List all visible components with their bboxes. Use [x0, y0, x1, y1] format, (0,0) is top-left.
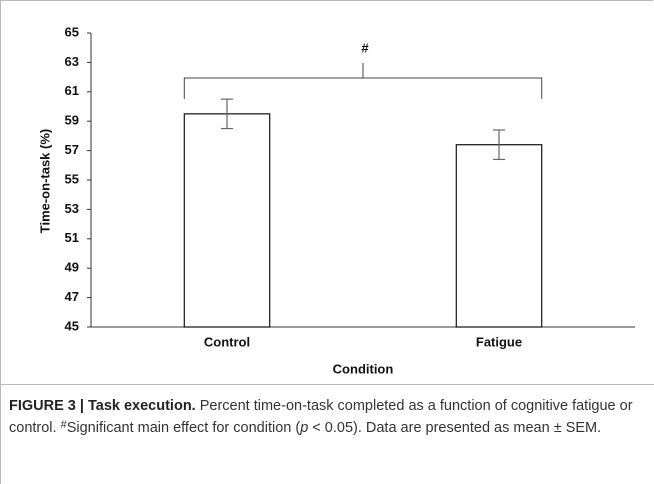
x-axis-label: Condition	[333, 361, 394, 376]
y-tick-label: 49	[65, 260, 79, 275]
annotation: #	[361, 40, 369, 55]
y-tick-label: 57	[65, 142, 79, 157]
y-tick-label: 63	[65, 54, 79, 69]
bar	[455, 144, 543, 328]
y-axis-label: Time-on-task (%)	[37, 129, 52, 234]
bar	[183, 113, 271, 328]
caption-text: < 0.05). Data are presented as mean ± SE…	[308, 420, 602, 436]
y-tick-label: 55	[65, 171, 79, 186]
significance-bracket	[183, 63, 543, 99]
y-tick-label: 47	[65, 289, 79, 304]
y-tick-label: 45	[65, 318, 79, 333]
x-tick-label: Control	[204, 334, 250, 349]
y-tick-label: 53	[65, 201, 79, 216]
y-tick-label: 51	[65, 230, 79, 245]
error-bar	[493, 129, 505, 161]
caption-text: Significant main effect for condition (	[66, 420, 301, 436]
caption-text: p	[300, 420, 309, 436]
y-tick-label: 61	[65, 83, 79, 98]
y-tick-label: 59	[65, 113, 79, 128]
caption-symbol: #	[60, 419, 67, 431]
caption-label: FIGURE 3 | Task execution.	[9, 398, 196, 414]
caption: FIGURE 3 | Task execution. Percent time-…	[1, 384, 654, 439]
error-bar	[221, 98, 233, 130]
caption-text: Percent time-on-task completed as a func…	[9, 398, 633, 436]
x-tick-label: Fatigue	[476, 334, 522, 349]
chart: Time-on-task (%) Condition # 45 47 49 51 53 5…	[37, 24, 635, 376]
y-tick-label: 65	[65, 24, 79, 39]
